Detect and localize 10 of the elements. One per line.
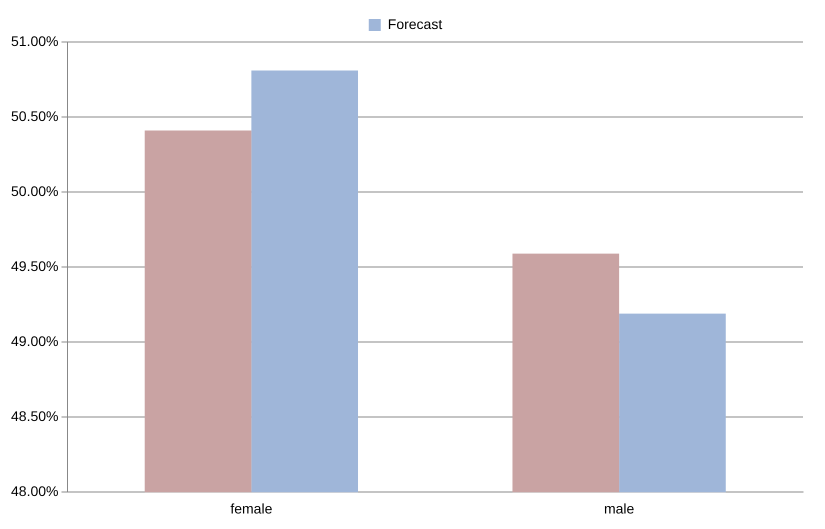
y-tick-label: 48.00%: [11, 483, 58, 500]
y-tick-label: 50.50%: [11, 108, 58, 124]
y-tick-label: 48.50%: [11, 408, 58, 424]
x-tick-label: male: [604, 500, 634, 516]
y-tick-label: 49.00%: [11, 332, 58, 349]
legend-label: Forecast: [388, 16, 442, 32]
y-tick-label: 51.00%: [11, 32, 58, 49]
y-tick-label: 49.50%: [11, 258, 58, 274]
y-tick-label: 50.00%: [11, 182, 58, 199]
x-tick-label: female: [230, 500, 273, 516]
